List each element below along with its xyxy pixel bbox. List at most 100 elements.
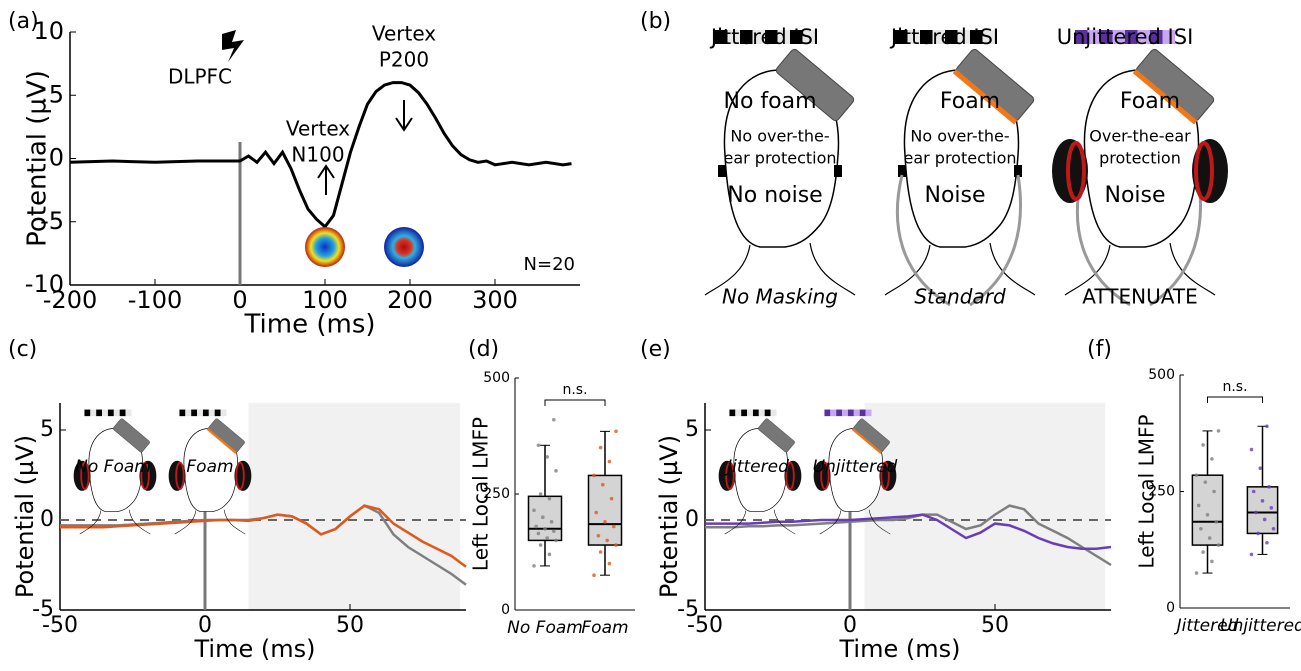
- data-point: [1196, 503, 1201, 508]
- x-tick-label: -200: [43, 286, 97, 314]
- protection-label: protection: [1099, 149, 1181, 168]
- isi-bar: [107, 409, 114, 417]
- series-line: [705, 513, 1112, 551]
- x-tick-label: -100: [128, 286, 182, 314]
- data-point: [554, 538, 558, 543]
- earmuff-ring: [140, 461, 150, 490]
- data-point: [532, 508, 536, 513]
- head-icon: [168, 409, 252, 535]
- data-point: [1201, 443, 1205, 447]
- data-point: [598, 550, 603, 554]
- data-point: [601, 482, 605, 487]
- data-point: [1271, 526, 1276, 531]
- y-tick-label: -5: [677, 597, 699, 622]
- isi-bar: [1087, 30, 1100, 44]
- data-point: [1260, 499, 1265, 503]
- arrow: [395, 100, 413, 132]
- annotation: Vertex: [286, 117, 350, 141]
- series-line: [60, 504, 467, 568]
- isi-bar: [740, 30, 753, 44]
- isi-bar: [125, 409, 132, 417]
- y-tick-label: 250: [1148, 484, 1175, 500]
- ear-right: [1014, 165, 1022, 177]
- y-tick-label: 10: [33, 17, 64, 45]
- isi-bar: [920, 30, 933, 44]
- isi-bar: [90, 409, 97, 417]
- y-tick-label: -5: [32, 597, 54, 622]
- x-tick-label: 200: [387, 286, 433, 314]
- isi-bar: [847, 409, 854, 417]
- y-tick-label: -10: [25, 270, 64, 298]
- data-point: [532, 564, 536, 568]
- data-point: [1249, 447, 1254, 452]
- data-point: [596, 533, 601, 538]
- protection-label: No over-the-: [910, 127, 1009, 146]
- x-axis-label: Time (ms): [243, 310, 375, 340]
- isi-bar: [764, 409, 771, 417]
- annotation: Vertex: [372, 22, 436, 46]
- data-point: [1207, 536, 1212, 540]
- isi-bar: [119, 409, 126, 417]
- neck: [1064, 242, 1216, 296]
- isi-bar: [842, 409, 848, 417]
- x-tick-label: No Foam: [507, 618, 583, 638]
- isi-bar: [1162, 30, 1175, 44]
- data-point: [612, 524, 616, 529]
- data-point: [1216, 429, 1221, 433]
- box: [527, 495, 563, 542]
- panel-label: (b): [640, 9, 671, 34]
- foam-pad: [206, 427, 237, 454]
- isi-bar: [1100, 30, 1113, 44]
- legend-label: No Foam: [75, 457, 151, 477]
- y-tick-label: 5: [49, 80, 64, 108]
- isi-bar: [735, 409, 742, 417]
- data-point: [1262, 517, 1267, 522]
- highlight-window: [248, 403, 461, 610]
- y-tick-label: 250: [483, 486, 510, 502]
- foam-label: Foam: [940, 89, 1000, 114]
- earphone-wire: [895, 174, 1022, 307]
- highlight-window: [864, 403, 1106, 610]
- head-outline: [903, 69, 1020, 248]
- protection-label: No over-the-: [730, 127, 829, 146]
- isi-bar: [102, 409, 108, 417]
- head-icon: [704, 30, 856, 296]
- isi-bar: [1075, 30, 1088, 44]
- condition-caption: No Masking: [722, 285, 838, 309]
- topomap: [305, 227, 345, 267]
- data-point: [1210, 559, 1214, 564]
- lightning-icon: [222, 30, 244, 62]
- y-axis-label: Potential (µV): [11, 435, 39, 598]
- significance-label: n.s.: [562, 382, 587, 398]
- x-tick-label: -50: [687, 613, 723, 638]
- y-axis-label: Left Local LMFP: [469, 417, 493, 571]
- arrow: [317, 164, 335, 195]
- head-icon: [813, 409, 897, 535]
- head-icon: [1052, 30, 1228, 307]
- data-point: [1254, 510, 1258, 515]
- isi-bar: [770, 409, 777, 417]
- y-tick-label: 5: [685, 417, 699, 442]
- y-tick-label: 500: [483, 370, 510, 386]
- panel-label: (a): [8, 9, 39, 34]
- data-point: [1199, 526, 1203, 531]
- foam-label: No foam: [723, 89, 816, 114]
- isi-bar: [202, 409, 209, 417]
- ear-left: [898, 165, 906, 177]
- foam-label: Foam: [1120, 89, 1180, 114]
- tms-coil: [775, 48, 855, 122]
- annotation: DLPFC: [168, 65, 232, 89]
- y-axis-label: Left Local LMFP: [1135, 414, 1159, 568]
- legend-label: Unjittered: [813, 457, 898, 477]
- data-point: [538, 492, 543, 496]
- x-tick-label: -50: [42, 613, 78, 638]
- isi-bar: [895, 30, 908, 44]
- data-point: [534, 524, 538, 529]
- series-line: [69, 81, 572, 230]
- isi-bar: [824, 409, 831, 417]
- data-point: [614, 543, 618, 547]
- earmuff-ring: [175, 461, 185, 490]
- earmuff-ring: [725, 461, 735, 490]
- foam-pad: [952, 69, 1018, 125]
- data-point: [536, 443, 541, 448]
